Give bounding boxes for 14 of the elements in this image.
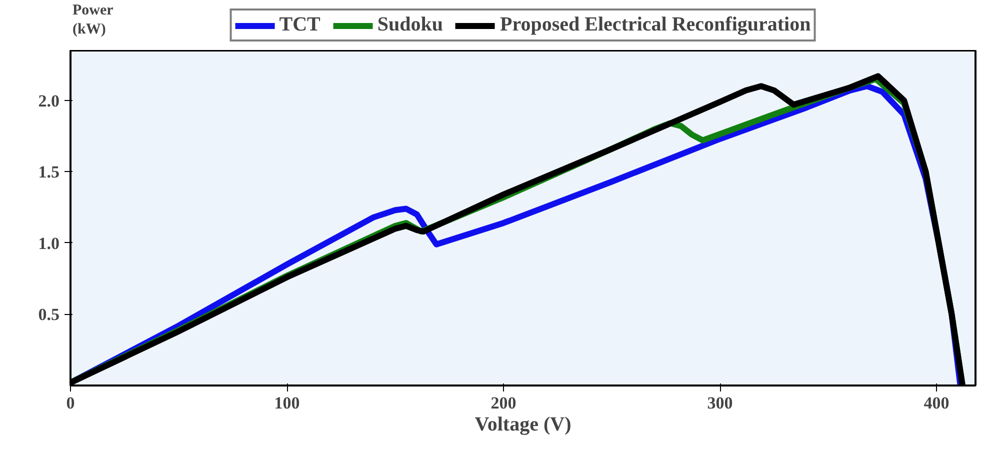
x-axis-title: Voltage (V)	[474, 414, 572, 436]
x-tick-label: 0	[66, 394, 75, 412]
legend-label: Proposed Electrical Reconfiguration	[500, 14, 811, 36]
y-tick-label: 0.5	[38, 305, 60, 324]
y-tick-label: 1.0	[38, 234, 60, 253]
x-tick-label: 400	[924, 394, 950, 412]
x-tick-label: 200	[490, 394, 516, 412]
y-tick-label: 1.5	[38, 162, 60, 182]
y-tick-label: 2.0	[38, 91, 60, 110]
y-axis-title: Power (kW)	[72, 2, 114, 38]
legend-label: TCT	[279, 14, 320, 36]
legend-label: Sudoku	[377, 14, 444, 36]
x-tick-label: 300	[707, 394, 733, 412]
x-tick-label: 100	[274, 394, 300, 412]
